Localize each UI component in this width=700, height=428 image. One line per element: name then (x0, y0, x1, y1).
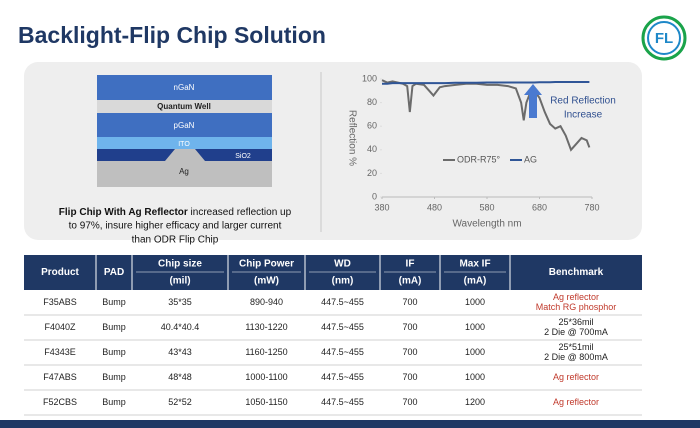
legend-label: ODR-R75° (457, 154, 501, 164)
benchmark-cell: 2 Die @ 700mA (544, 327, 608, 337)
layer-label: ITO (178, 141, 190, 148)
benchmark-cell: Ag reflector (553, 397, 599, 407)
header-cell: (mA) (399, 276, 422, 287)
table-cell: 40.4*40.4 (161, 322, 200, 332)
annotation: Increase (564, 110, 603, 121)
caption: Flip Chip With Ag Reflector increased re… (59, 207, 292, 218)
table-cell: 35*35 (168, 297, 192, 307)
annotation: Red Reflection (550, 96, 616, 107)
header-cell: (mW) (254, 276, 279, 287)
table-cell: 48*48 (168, 372, 192, 382)
table-cell: 43*43 (168, 347, 192, 357)
table-cell: 1000 (465, 322, 485, 332)
table-cell: 890-940 (250, 297, 283, 307)
x-tick-label: 780 (584, 202, 599, 212)
table-cell: 1200 (465, 397, 485, 407)
table-cell: Bump (102, 347, 126, 357)
x-tick-label: 680 (532, 202, 547, 212)
table-header (24, 255, 642, 290)
layer-ngan (97, 75, 272, 100)
benchmark-cell: Ag reflector (553, 372, 599, 382)
header-cell: Product (41, 267, 79, 278)
y-tick-label: 100 (362, 73, 377, 83)
caption-text: increased reflection up (188, 207, 292, 218)
table-cell: 1050-1150 (245, 397, 287, 407)
table-cell: Bump (102, 397, 126, 407)
table-cell: 447.5~455 (321, 397, 364, 407)
series-line (381, 79, 591, 152)
legend-label: AG (524, 154, 537, 164)
table-cell: F4343E (44, 347, 76, 357)
header-cell: (nm) (332, 276, 354, 287)
table-cell: 700 (402, 322, 417, 332)
y-tick-label: 80 (367, 97, 377, 107)
y-axis-label: Reflection % (346, 110, 357, 166)
layer-pgan (97, 113, 272, 137)
caption: to 97%, insure higher efficacy and large… (69, 221, 282, 232)
arrow (524, 84, 542, 118)
table-cell: 1160-1250 (245, 347, 287, 357)
header-cell: Max IF (459, 259, 490, 270)
header-cell: PAD (104, 267, 124, 278)
layer-qw (97, 100, 272, 113)
table-cell: 700 (402, 372, 417, 382)
table-cell: Bump (102, 322, 126, 332)
table-cell: 1000 (465, 297, 485, 307)
caption: than ODR Flip Chip (132, 235, 219, 246)
table-cell: F52CBS (43, 397, 77, 407)
table-cell: 1130-1220 (245, 322, 287, 332)
x-tick-label: 480 (427, 202, 442, 212)
y-tick-label: 40 (367, 144, 377, 154)
y-tick-label: 20 (367, 168, 377, 178)
logo-ring (647, 21, 681, 55)
y-tick-label: 0 (372, 191, 377, 201)
header-cell: Chip Power (239, 259, 294, 270)
series-line (382, 80, 590, 85)
table-cell: 447.5~455 (321, 322, 364, 332)
table-cell: F4040Z (44, 322, 76, 332)
table-cell: 447.5~455 (321, 372, 364, 382)
x-tick-label: 580 (479, 202, 494, 212)
table-cell: F47ABS (43, 372, 77, 382)
caption-bold: Flip Chip With Ag Reflector (59, 207, 188, 218)
benchmark-cell: Match RG phosphor (536, 302, 617, 312)
header-cell: (mil) (169, 276, 190, 287)
layer-ag (97, 149, 272, 187)
title: Backlight-Flip Chip Solution (18, 22, 326, 48)
header-cell: IF (406, 259, 415, 270)
table-cell: 700 (402, 297, 417, 307)
table-cell: 700 (402, 397, 417, 407)
y-tick-label: 60 (367, 121, 377, 131)
layer-label: nGaN (174, 83, 195, 92)
benchmark-cell: 2 Die @ 800mA (544, 352, 608, 362)
table-cell: 1000-1100 (245, 372, 287, 382)
logo-text: FL (655, 30, 673, 47)
table-cell: 1000 (465, 372, 485, 382)
table-cell: 447.5~455 (321, 297, 364, 307)
benchmark-cell: Ag reflector (553, 292, 599, 302)
layer-ito (97, 137, 272, 149)
table-cell: 52*52 (168, 397, 192, 407)
layer-label: Quantum Well (157, 102, 211, 111)
benchmark-cell: 25*51mil (558, 342, 593, 352)
table-cell: Bump (102, 372, 126, 382)
header-cell: Benchmark (549, 267, 604, 278)
layer-label: pGaN (174, 121, 195, 130)
header-cell: (mA) (464, 276, 487, 287)
table-cell: 447.5~455 (321, 347, 364, 357)
table-cell: F35ABS (43, 297, 77, 307)
header-cell: Chip size (158, 259, 202, 270)
table-cell: Bump (102, 297, 126, 307)
x-tick-label: 380 (374, 202, 389, 212)
benchmark-cell: 25*36mil (558, 317, 593, 327)
layer-label: SiO2 (235, 153, 251, 160)
logo (641, 15, 687, 61)
footer-band (0, 420, 700, 428)
header-cell: WD (334, 259, 351, 270)
layer-label: Ag (179, 167, 189, 176)
table-cell: 1000 (465, 347, 485, 357)
x-axis-label: Wavelength nm (452, 219, 521, 230)
table-cell: 700 (402, 347, 417, 357)
